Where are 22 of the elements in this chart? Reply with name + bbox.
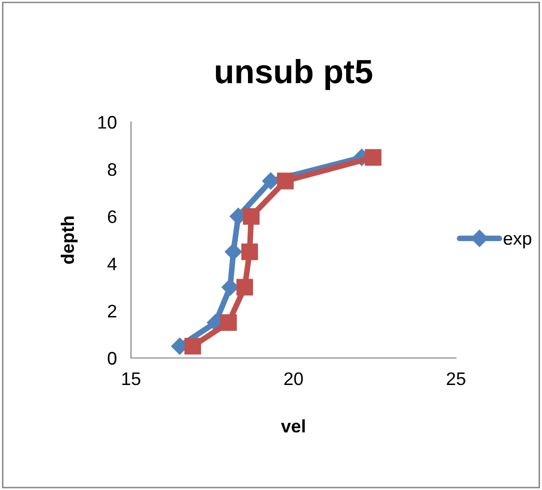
y-tick-label: 4 — [107, 258, 117, 270]
y-axis-title: depth — [60, 216, 78, 264]
x-axis-title: vel — [281, 419, 305, 433]
point — [236, 278, 254, 296]
y-tick-label: 0 — [108, 352, 116, 365]
point — [242, 208, 260, 225]
point — [364, 149, 382, 166]
y-tick-label: 8 — [108, 163, 116, 176]
y-tick-label: 2 — [108, 304, 116, 318]
point — [220, 314, 237, 331]
chart-title: unsub pt5 — [216, 58, 372, 90]
point — [262, 172, 280, 190]
x-tick-label: 15 — [122, 372, 140, 386]
x-tick-label: 25 — [446, 372, 466, 386]
y-tick-label: 10 — [98, 116, 116, 129]
x-tick-label: 20 — [284, 372, 303, 386]
legend-label: exp — [504, 234, 532, 248]
point — [224, 243, 242, 260]
y-tick-label: 6 — [108, 210, 116, 224]
point — [241, 243, 258, 260]
point — [184, 338, 202, 355]
point — [277, 172, 294, 190]
